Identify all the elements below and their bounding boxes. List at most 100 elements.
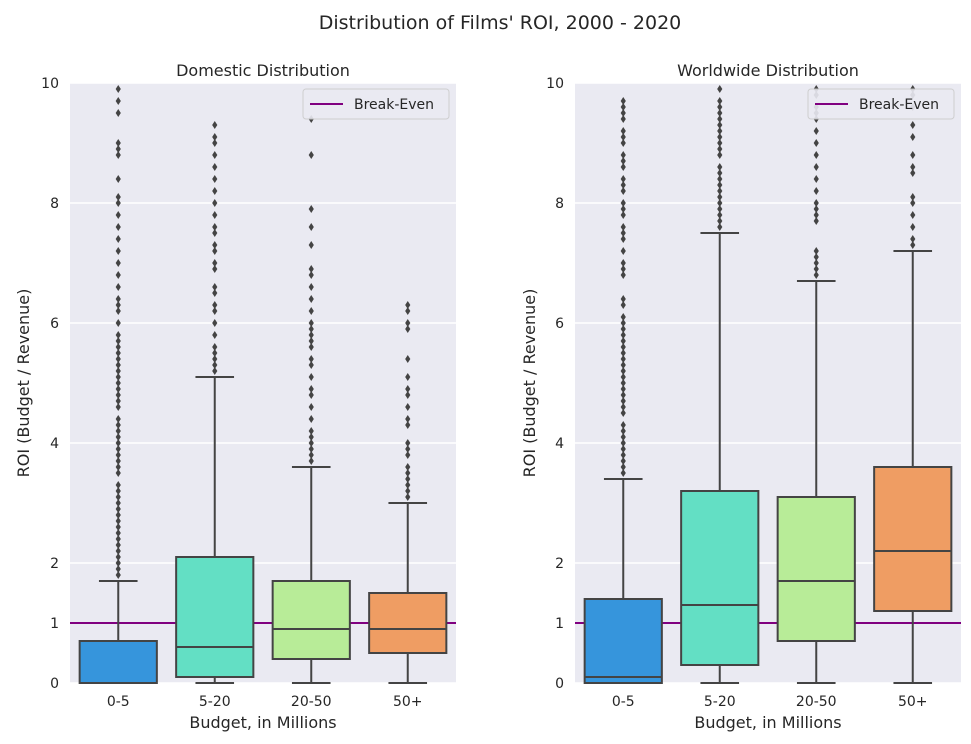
- outlier-point: [115, 295, 121, 303]
- outlier-point: [620, 391, 626, 399]
- y-tick-label: 0: [555, 676, 564, 692]
- outlier-point: [115, 505, 121, 513]
- outlier-point: [405, 445, 411, 453]
- outlier-point: [115, 343, 121, 351]
- outlier-point: [910, 223, 916, 231]
- outlier-point: [212, 121, 218, 129]
- outlier-point: [910, 193, 916, 201]
- outlier-point: [115, 565, 121, 573]
- outlier-point: [717, 211, 723, 219]
- outlier-point: [717, 115, 723, 123]
- x-tick-labels: 0-5 5-20 20-50 50+: [612, 694, 928, 710]
- panel-worldwide: 0 1 2 4 6 8 10 0-5 5-20 20-50 50+ Worldwide Distr…: [520, 61, 961, 732]
- outlier-point: [115, 145, 121, 153]
- y-tick-label: 6: [555, 316, 564, 332]
- outlier-point: [115, 283, 121, 291]
- outlier-point: [405, 415, 411, 423]
- outlier-point: [620, 211, 626, 219]
- outlier-point: [115, 487, 121, 495]
- box-20-50: [271, 580, 351, 660]
- outlier-point: [620, 409, 626, 417]
- outlier-point: [115, 247, 121, 255]
- outlier-point: [620, 463, 626, 471]
- outlier-point: [308, 373, 314, 381]
- outlier-point: [620, 325, 626, 333]
- outlier-point: [308, 445, 314, 453]
- outlier-point: [813, 127, 819, 135]
- y-tick-label: 4: [50, 436, 59, 452]
- outlier-point: [308, 241, 314, 249]
- y-tick-label: 1: [555, 616, 564, 632]
- outlier-point: [405, 469, 411, 477]
- outlier-point: [212, 199, 218, 207]
- outlier-point: [620, 313, 626, 321]
- outlier-point: [308, 457, 314, 465]
- outlier-point: [115, 445, 121, 453]
- outlier-point: [308, 343, 314, 351]
- outlier-point: [405, 463, 411, 471]
- outlier-point: [620, 337, 626, 345]
- outlier-point: [115, 259, 121, 267]
- outlier-point: [115, 301, 121, 309]
- outlier-point: [115, 541, 121, 549]
- outlier-point: [620, 199, 626, 207]
- outlier-point: [308, 355, 314, 363]
- outlier-point: [813, 187, 819, 195]
- outlier-point: [115, 379, 121, 387]
- y-tick-label: 10: [41, 76, 59, 92]
- outlier-point: [308, 271, 314, 279]
- outlier-point: [212, 265, 218, 273]
- outlier-point: [115, 97, 121, 105]
- outlier-point: [115, 85, 121, 93]
- outlier-point: [620, 421, 626, 429]
- outlier-point: [813, 271, 819, 279]
- outlier-point: [910, 241, 916, 249]
- box-5-20: [680, 490, 760, 666]
- outlier-point: [405, 301, 411, 309]
- outlier-point: [620, 301, 626, 309]
- outlier-point: [620, 133, 626, 141]
- outlier-point: [115, 199, 121, 207]
- outlier-point: [115, 139, 121, 147]
- outlier-point: [717, 193, 723, 201]
- outlier-point: [620, 223, 626, 231]
- outlier-point: [717, 133, 723, 141]
- outlier-point: [910, 163, 916, 171]
- outlier-point: [717, 181, 723, 189]
- outlier-point: [620, 349, 626, 357]
- outlier-point: [620, 139, 626, 147]
- outlier-point: [115, 415, 121, 423]
- outlier-point: [620, 439, 626, 447]
- outlier-point: [212, 289, 218, 297]
- outlier-point: [115, 517, 121, 525]
- outlier-point: [212, 301, 218, 309]
- outlier-point: [717, 109, 723, 117]
- outlier-point: [308, 151, 314, 159]
- y-tick-labels: 0 1 2 4 6 8 10: [41, 76, 59, 692]
- outlier-point: [717, 121, 723, 129]
- outlier-point: [212, 229, 218, 237]
- outlier-point: [620, 187, 626, 195]
- outlier-point: [115, 553, 121, 561]
- outlier-point: [813, 151, 819, 159]
- outlier-point: [620, 355, 626, 363]
- outlier-point: [212, 211, 218, 219]
- outlier-point: [910, 199, 916, 207]
- outlier-point: [717, 145, 723, 153]
- outlier-point: [308, 415, 314, 423]
- y-tick-label: 8: [50, 196, 59, 212]
- outlier-point: [115, 481, 121, 489]
- outlier-point: [910, 151, 916, 159]
- box-20-50: [776, 496, 856, 642]
- outlier-point: [620, 433, 626, 441]
- outlier-point: [620, 109, 626, 117]
- outlier-point: [620, 319, 626, 327]
- outlier-point: [405, 439, 411, 447]
- outlier-point: [813, 211, 819, 219]
- outlier-point: [212, 187, 218, 195]
- outlier-point: [115, 271, 121, 279]
- outlier-point: [910, 169, 916, 177]
- outlier-point: [212, 343, 218, 351]
- x-axis-label: Budget, in Millions: [694, 713, 841, 732]
